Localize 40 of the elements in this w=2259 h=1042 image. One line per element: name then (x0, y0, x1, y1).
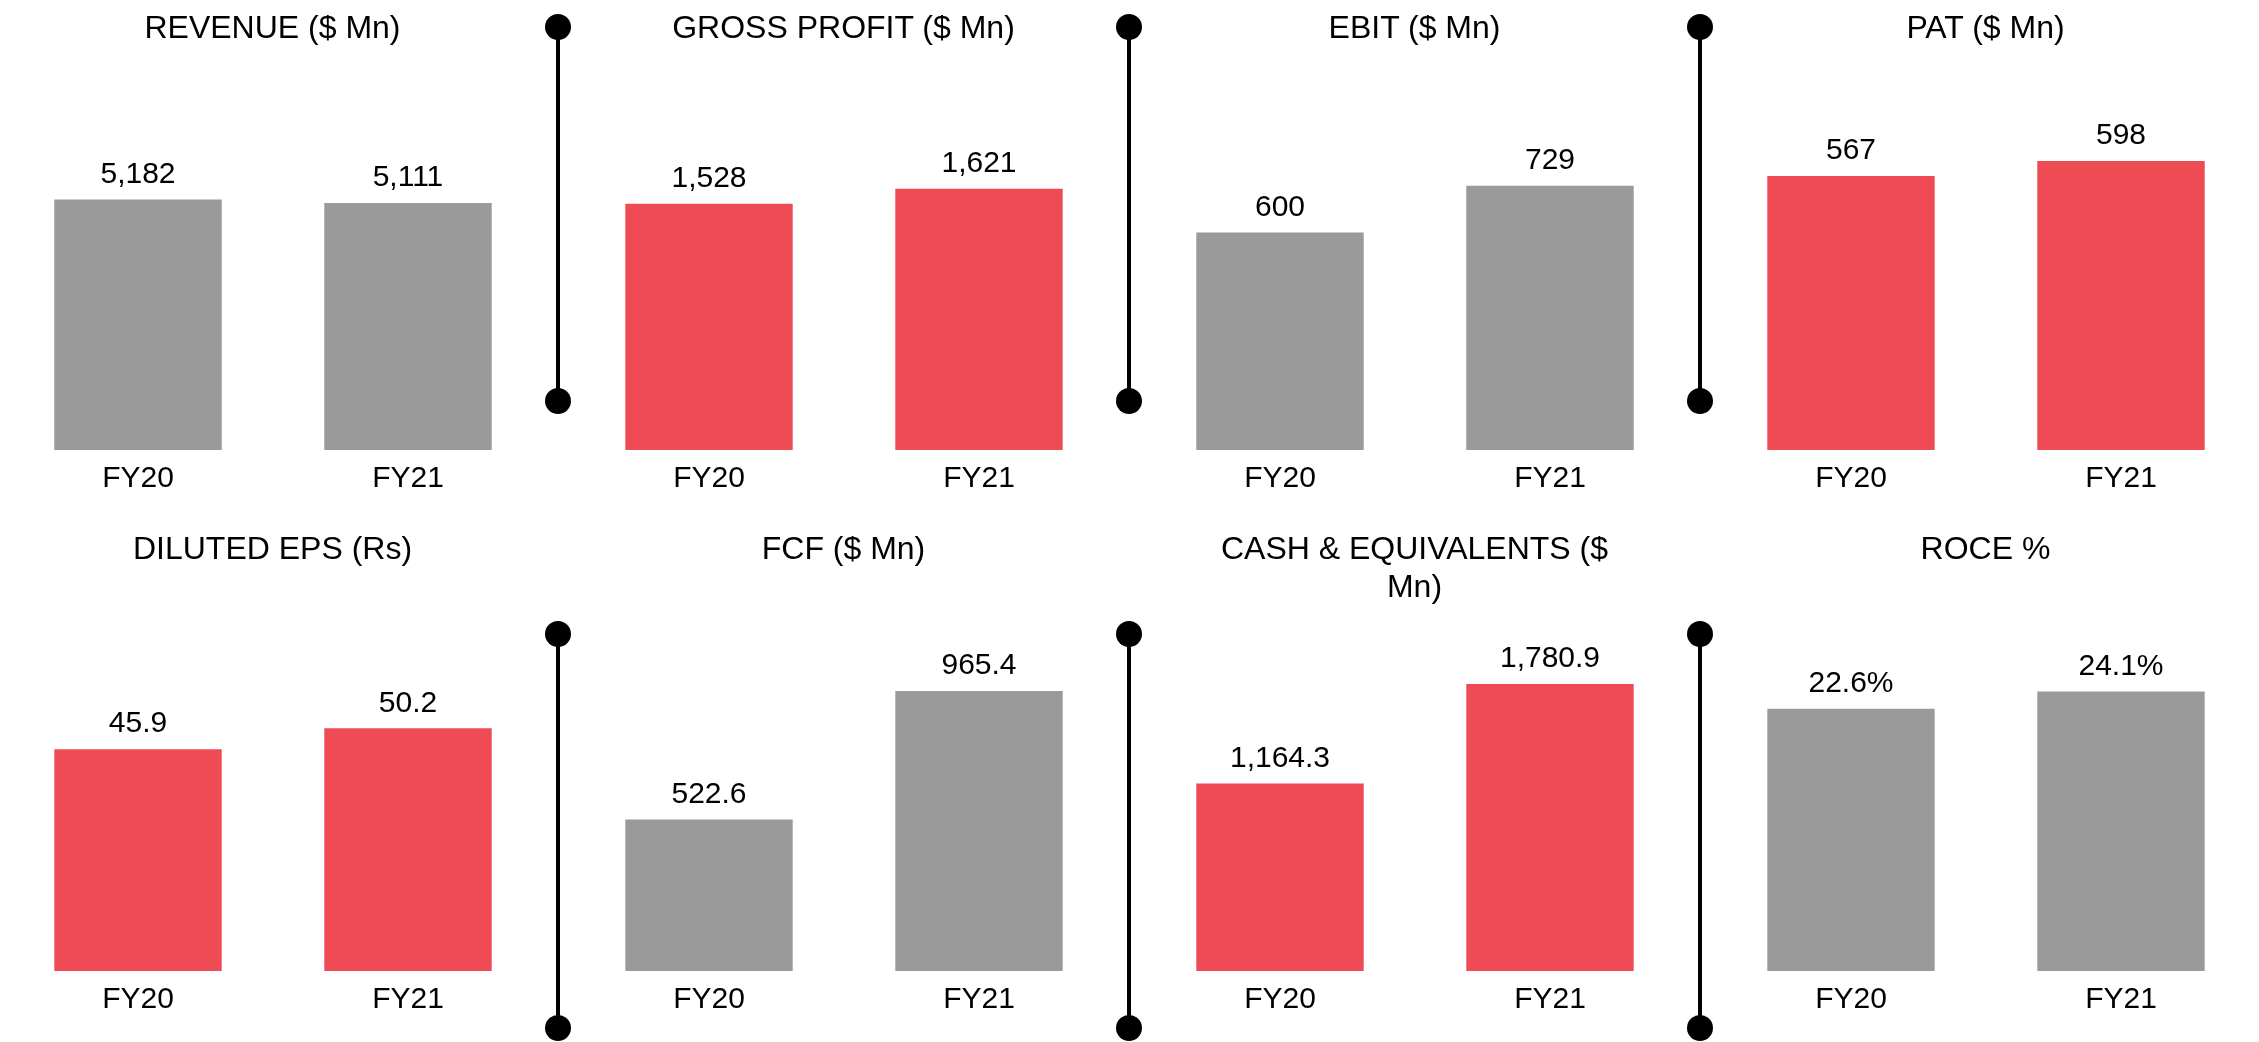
data-label: 1,780.9 (1499, 640, 1600, 674)
x-tick-label: FY21 (1513, 981, 1586, 1015)
x-tick-label: FY21 (942, 981, 1015, 1015)
x-tick-label: FY20 (1243, 981, 1316, 1015)
data-label: 1,164.3 (1229, 739, 1330, 773)
x-tick-label: FY21 (942, 460, 1015, 494)
x-tick-label: FY20 (101, 981, 174, 1015)
x-tick-label: FY21 (2084, 981, 2157, 1015)
chart-title: FCF ($ Mn) (760, 529, 927, 568)
data-label: 45.9 (108, 705, 167, 739)
chart-title: PAT ($ Mn) (1905, 8, 2066, 47)
x-tick-label: FY21 (371, 460, 444, 494)
chart-title: ROCE % (1919, 529, 2052, 568)
data-label: 50.2 (378, 684, 437, 718)
data-label: 522.6 (670, 775, 747, 809)
data-label: 22.6% (1807, 665, 1894, 699)
chart-title: CASH & EQUIVALENTS ($ Mn) (1219, 529, 1610, 606)
data-label: 965.4 (940, 647, 1017, 681)
data-label: 600 (1254, 188, 1305, 222)
chart-title: EBIT ($ Mn) (1327, 8, 1502, 47)
x-tick-label: FY20 (1814, 460, 1887, 494)
chart-title: DILUTED EPS (Rs) (131, 529, 414, 568)
x-tick-label: FY20 (1243, 460, 1316, 494)
data-label: 5,111 (372, 159, 443, 193)
data-label: 567 (1825, 132, 1876, 166)
x-tick-label: FY21 (371, 981, 444, 1015)
data-label: 598 (2095, 117, 2146, 151)
x-tick-label: FY20 (672, 981, 745, 1015)
x-tick-label: FY21 (1513, 460, 1586, 494)
data-label: 1,621 (940, 145, 1017, 179)
data-label: 24.1% (2077, 647, 2164, 681)
x-tick-label: FY20 (672, 460, 745, 494)
data-label: 729 (1524, 142, 1575, 175)
data-label: 5,182 (99, 155, 176, 189)
x-tick-label: FY21 (2084, 460, 2157, 494)
x-tick-label: FY20 (101, 460, 174, 494)
chart-title: GROSS PROFIT ($ Mn) (671, 8, 1016, 47)
data-label: 1,528 (670, 160, 747, 194)
x-tick-label: FY20 (1814, 981, 1887, 1015)
chart-title: REVENUE ($ Mn) (143, 8, 402, 47)
